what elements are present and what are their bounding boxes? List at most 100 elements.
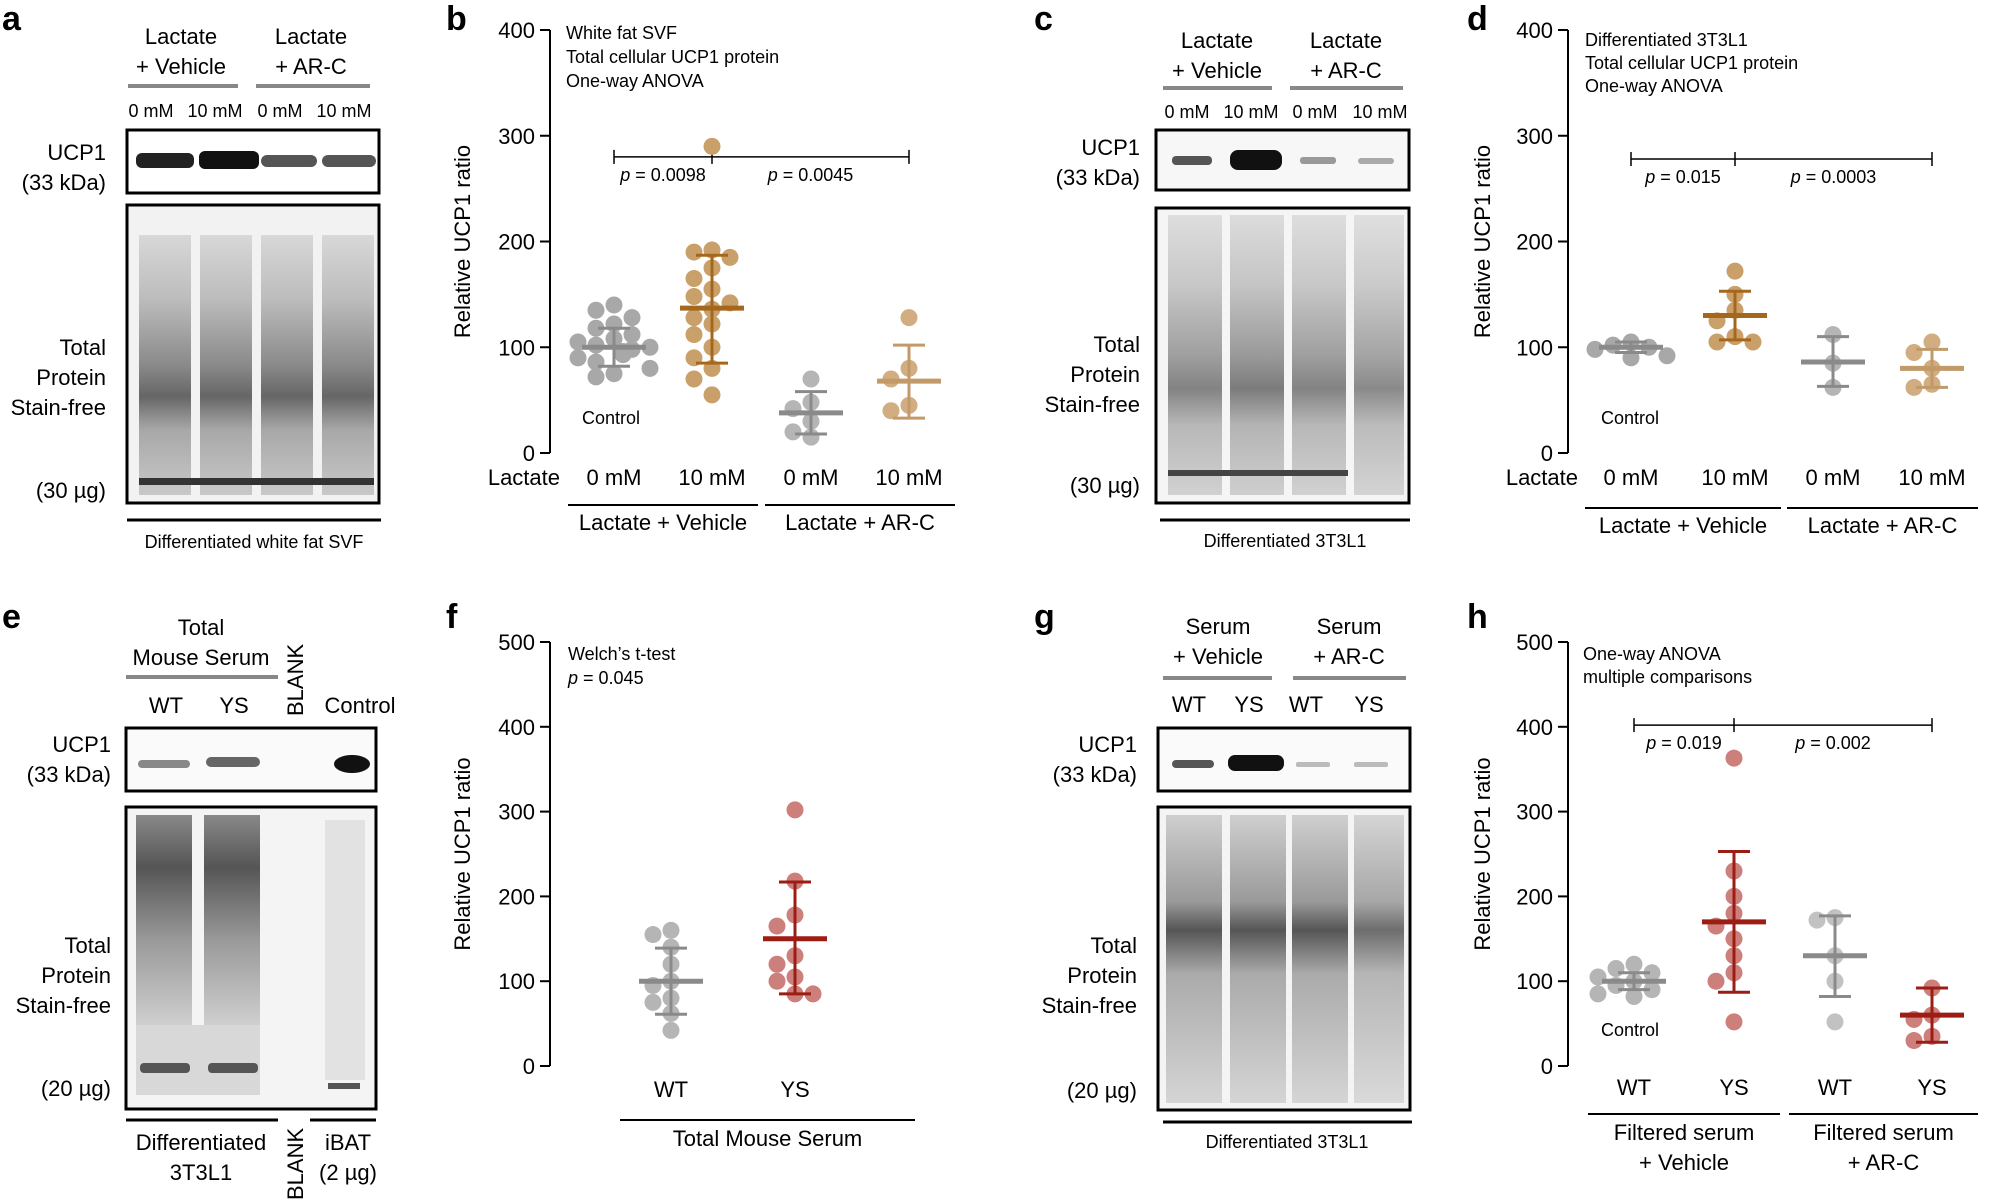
ucp1-band-a-2 [199,151,259,169]
caption-e-line2: 3T3L1 [170,1160,232,1185]
caption-e-ibat-load: (2 µg) [319,1160,377,1185]
y-tick-label-h-400: 400 [1516,715,1553,740]
ucp1-band-c-2 [1230,150,1282,170]
y-tick-label-d-300: 300 [1516,124,1553,149]
data-point-d-1-0 [1726,262,1744,280]
total-lane-a-3 [261,235,313,495]
total-label-e-2: Protein [41,963,111,988]
p-value-h-0: p = 0.019 [1645,733,1722,753]
y-tick-label-h-0: 0 [1541,1054,1553,1079]
ucp1-band-e-control [334,755,370,773]
y-tick-label-d-200: 200 [1516,230,1553,255]
y-tick-label-h-100: 100 [1516,969,1553,994]
total-lane-g-2 [1230,815,1286,1103]
total-band-e-ibat [328,1083,360,1089]
total-lane-e-lower [136,1025,260,1095]
ucp1-label-a: UCP1 [47,140,106,165]
total-lane-a-2 [200,235,252,495]
lane-label-e-wt: WT [149,693,183,718]
total-lane-c-3 [1292,215,1346,495]
x-category-b-1: 10 mM [678,465,745,490]
total-label-e-3: Stain-free [16,993,111,1018]
caption-g: Differentiated 3T3L1 [1206,1132,1369,1152]
load-label-a: (30 µg) [36,478,106,503]
total-lane-a-1 [139,235,191,495]
total-label-g-3: Stain-free [1042,993,1137,1018]
total-band-20ug-e-1 [140,1063,190,1073]
y-tick-label-f-500: 500 [498,630,535,655]
ucp1-label-g: UCP1 [1078,732,1137,757]
ucp1-label-c: UCP1 [1081,135,1140,160]
panel-letter-a: a [2,0,22,38]
total-lane-e-ibat [325,820,365,1080]
panel-a: a Lactate + Vehicle Lactate + AR-C 0 mM … [2,0,381,552]
y-tick-label-f-400: 400 [498,715,535,740]
data-point-d-2-0 [1824,326,1842,344]
total-band-30ug-a [139,478,374,485]
data-point-b-1-10 [685,309,703,327]
caption-c: Differentiated 3T3L1 [1204,531,1367,551]
y-tick-label-d-0: 0 [1541,441,1553,466]
group-label-c-2-line2: + AR-C [1310,58,1382,83]
y-axis-label-d: Relative UCP1 ratio [1470,145,1495,338]
data-point-h-1-8 [1707,972,1725,990]
group-label-f-0: Total Mouse Serum [673,1126,863,1151]
total-label-e-1: Total [65,933,111,958]
ucp1-band-e-ys [206,757,260,767]
ucp1-label-e: UCP1 [52,732,111,757]
group-label-a-1-line1: Lactate [145,24,217,49]
total-lane-g-4 [1354,815,1404,1103]
data-point-h-1-9 [1725,1013,1743,1031]
y-tick-label-d-400: 400 [1516,18,1553,43]
p-value-h-1: p = 0.002 [1794,733,1871,753]
note-h-1: multiple comparisons [1583,667,1752,687]
panel-letter-b: b [446,0,467,38]
group-label-c-2-line1: Lactate [1310,28,1382,53]
data-point-f-0-9 [662,1021,680,1039]
data-point-b-1-17 [703,386,721,404]
data-point-b-3-4 [882,402,900,420]
total-label-g-2: Protein [1067,963,1137,988]
panel-letter-g: g [1034,598,1055,636]
total-label-a-3: Stain-free [11,395,106,420]
y-tick-label-h-200: 200 [1516,884,1553,909]
p-value-d-1: p = 0.0003 [1790,167,1877,187]
total-lane-g-1 [1166,815,1222,1103]
x-category-f-1: YS [780,1077,809,1102]
data-point-b-0-0 [605,296,623,314]
load-label-c: (30 µg) [1070,473,1140,498]
panel-letter-e: e [2,598,21,636]
x-category-d-0: 0 mM [1604,465,1659,490]
total-label-a-2: Protein [36,365,106,390]
x-category-b-2: 0 mM [784,465,839,490]
group-label-h-0: Filtered serum [1614,1120,1755,1145]
chart-d: d 0 100 200 300 400 Relative UCP1 ratio Differe… [1467,0,1978,538]
total-lane-c-2 [1230,215,1284,495]
note-d-2: One-way ANOVA [1585,76,1723,96]
data-point-h-0-6 [1643,981,1661,999]
ucp1-band-a-1 [136,153,194,168]
lane-label-g-1: WT [1172,692,1206,717]
data-point-b-1-5 [685,270,703,288]
total-label-c-1: Total [1094,332,1140,357]
panel-letter-d: d [1467,0,1488,38]
total-lane-a-4 [322,235,374,495]
data-point-f-1-0 [786,801,804,819]
y-tick-label-b-300: 300 [498,124,535,149]
data-point-b-1-3 [721,248,739,266]
ucp1-band-g-1 [1172,760,1214,768]
data-point-f-1-3 [768,917,786,935]
load-label-g: (20 µg) [1067,1078,1137,1103]
x-category-h-0: WT [1617,1075,1651,1100]
group-label-g-2-line1: Serum [1317,614,1382,639]
ucp1-band-a-4 [322,155,376,167]
total-band-30ug-c [1168,470,1348,476]
x-category-h-2: WT [1818,1075,1852,1100]
ucp1-band-g-4 [1354,762,1388,767]
y-tick-label-f-300: 300 [498,800,535,825]
lane-label-c-3: 0 mM [1293,102,1338,122]
y-tick-label-h-500: 500 [1516,630,1553,655]
data-point-b-0-4 [587,319,605,337]
total-lane-c-4 [1354,215,1404,495]
lane-label-a-4: 10 mM [316,101,371,121]
